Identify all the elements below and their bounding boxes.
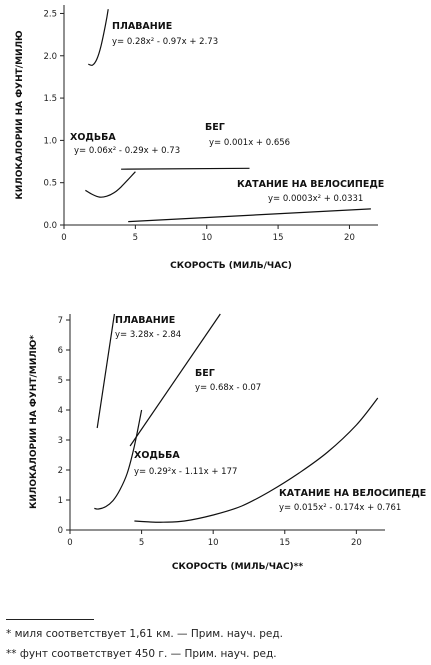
- footnote-1: * миля соответствует 1,61 км. — Прим. на…: [6, 628, 283, 640]
- y-tick-label: 7: [58, 316, 63, 326]
- series-line: [121, 167, 250, 170]
- x-tick-label: 15: [273, 233, 284, 243]
- series-name-label: ПЛАВАНИЕ: [115, 315, 175, 326]
- x-tick-label: 20: [344, 233, 355, 243]
- series-line: [85, 171, 136, 198]
- series-line: [129, 313, 221, 447]
- series-equation-label: y= 0.29²x - 1.11x + 177: [134, 467, 237, 477]
- chart-top: 0 5 10 15 20 0.0 0.5 1.0 1.5 2.0 2.5 СКОРОСТЬ (МИЛЬ…: [15, 5, 384, 271]
- y-tick-label: 2: [58, 466, 63, 476]
- y-tick-label: 2.0: [43, 52, 57, 62]
- series-line: [88, 9, 109, 66]
- y-tick-label: 0: [58, 526, 63, 536]
- y-tick-label: 1.0: [43, 136, 57, 146]
- footnote-2: ** фунт соответствует 450 г. — Прим. нау…: [6, 648, 277, 660]
- y-tick-label: 3: [58, 436, 63, 446]
- series-equation-label: y= 0.0003x² + 0.0331: [268, 194, 363, 204]
- series-line: [128, 208, 371, 223]
- x-tick-label: 15: [279, 538, 290, 548]
- series-name-label: КАТАНИЕ НА ВЕЛОСИПЕДЕ: [237, 179, 384, 190]
- series-equation-label: y= 0.68x - 0.07: [195, 383, 261, 393]
- x-tick-label: 0: [61, 233, 66, 243]
- footnote-rule: [6, 619, 94, 620]
- series-line: [94, 409, 143, 510]
- y-tick-label: 0.5: [43, 179, 57, 189]
- y-axis-label: КИЛОКАЛОРИИ НА ФУНТ/МИЛЮ: [15, 30, 25, 200]
- series-name-label: БЕГ: [205, 122, 225, 133]
- x-tick-label: 0: [67, 538, 72, 548]
- series-name-label: БЕГ: [195, 368, 215, 379]
- x-axis-label: СКОРОСТЬ (МИЛЬ/ЧАС)**: [172, 562, 303, 572]
- x-tick-label: 5: [133, 233, 138, 243]
- series-equation-label: y= 0.06x² - 0.29x + 0.73: [74, 146, 180, 156]
- series-name-label: ПЛАВАНИЕ: [112, 21, 172, 32]
- series-equation-label: y= 0.28x² - 0.97x + 2.73: [112, 37, 218, 47]
- y-tick-label: 2.5: [43, 9, 57, 19]
- x-axis-label: СКОРОСТЬ (МИЛЬ/ЧАС): [170, 261, 292, 271]
- series-equation-label: y= 0.001x + 0.656: [209, 138, 290, 148]
- series-equation-label: y= 0.015x² - 0.174x + 0.761: [279, 503, 401, 513]
- series-name-label: ХОДЬБА: [134, 450, 180, 461]
- y-tick-label: 4: [58, 406, 63, 416]
- series-name-label: КАТАНИЕ НА ВЕЛОСИПЕДЕ: [279, 488, 426, 499]
- y-tick-label: 1: [58, 496, 63, 506]
- x-tick-label: 10: [208, 538, 219, 548]
- series-line: [96, 313, 115, 429]
- y-tick-label: 1.5: [43, 94, 57, 104]
- chart-bottom: 0 5 10 15 20 0 1 2 3 4 5 6 7 СКОРОСТЬ (МИЛЬ/ЧАС)** КИЛ…: [29, 313, 426, 572]
- y-tick-label: 0.0: [43, 221, 57, 231]
- x-tick-label: 10: [201, 233, 212, 243]
- x-tick-label: 5: [139, 538, 144, 548]
- y-axis-label: КИЛОКАЛОРИИ НА ФУНТ/МИЛЮ*: [29, 335, 39, 509]
- x-tick-label: 20: [351, 538, 362, 548]
- y-tick-label: 6: [58, 346, 63, 356]
- series-equation-label: y= 3.28x - 2.84: [115, 330, 181, 340]
- series-line: [134, 397, 379, 523]
- y-tick-label: 5: [58, 376, 63, 386]
- series-name-label: ХОДЬБА: [70, 132, 116, 143]
